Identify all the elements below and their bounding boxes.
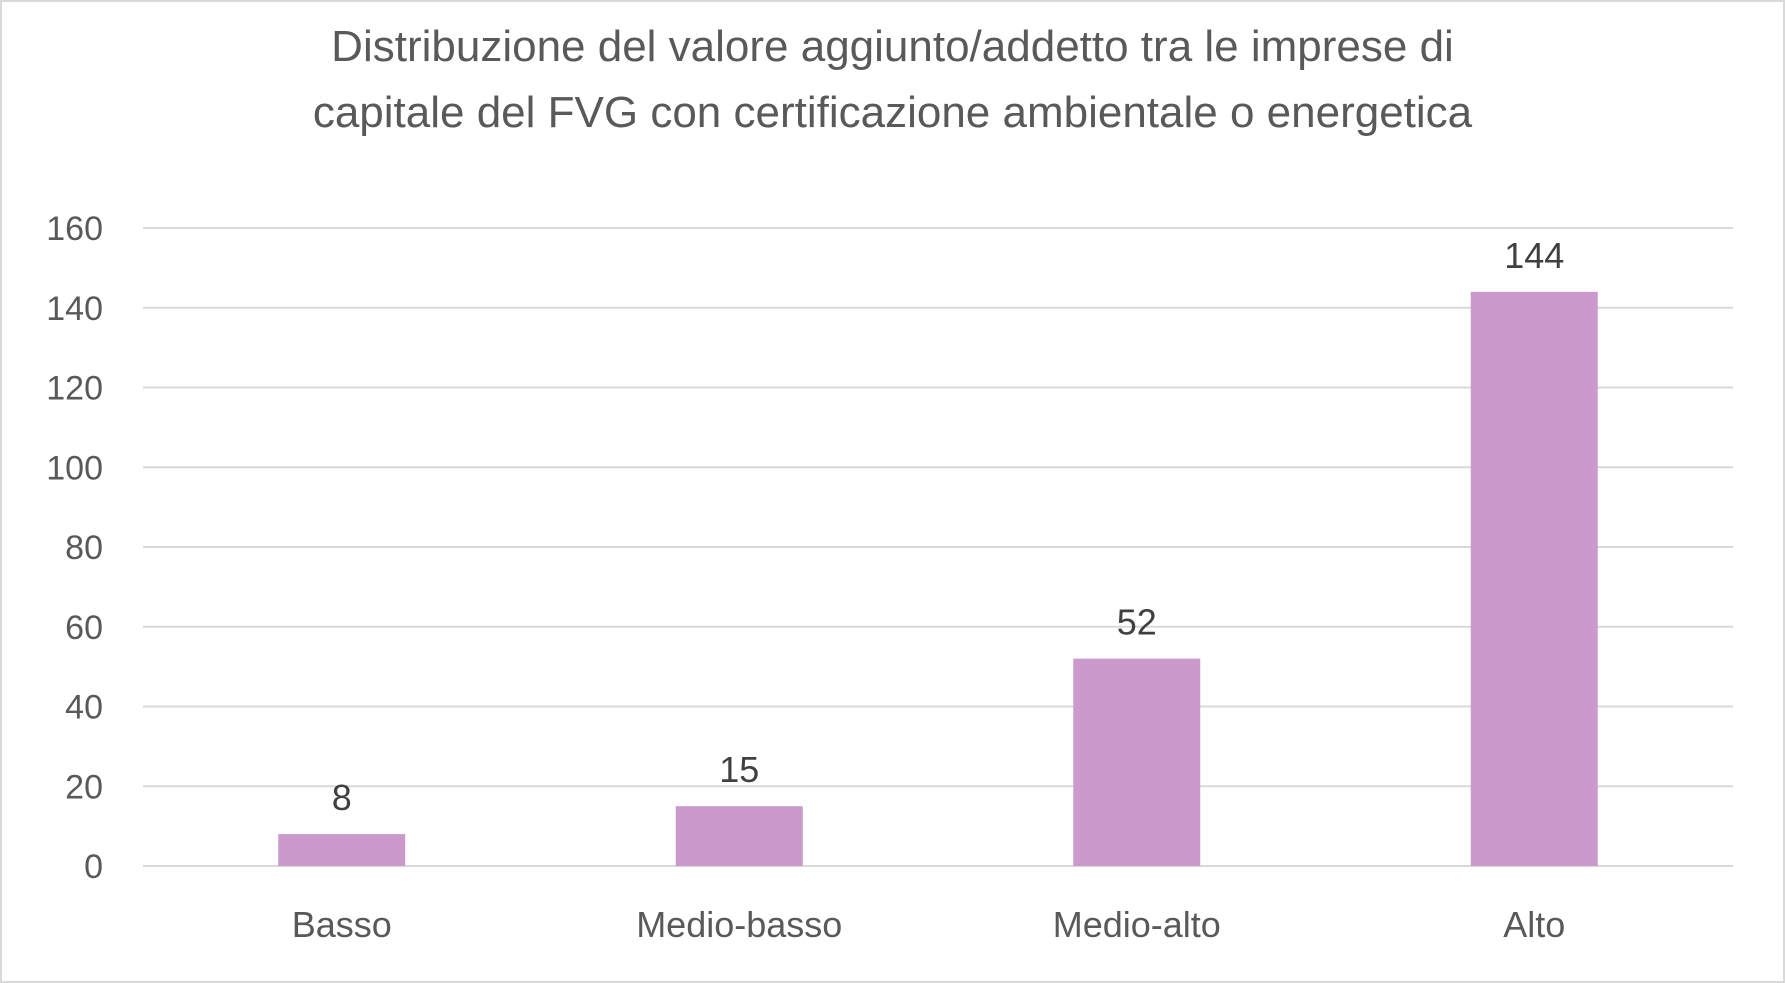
y-tick-label: 140 (46, 290, 103, 328)
data-label: 52 (1117, 602, 1157, 643)
data-label: 144 (1504, 235, 1564, 276)
y-tick-label: 120 (46, 370, 103, 408)
y-tick-label: 80 (65, 529, 103, 567)
y-tick-label: 160 (46, 210, 103, 248)
bar-basso (278, 834, 406, 866)
y-tick-label: 60 (65, 609, 103, 647)
data-label: 15 (719, 749, 759, 790)
x-category-label: Medio-alto (1053, 904, 1221, 945)
y-tick-label: 40 (65, 689, 103, 727)
x-category-label: Medio-basso (636, 904, 842, 945)
bar-medio-alto (1073, 658, 1201, 866)
data-label: 8 (332, 777, 352, 818)
y-tick-label: 0 (84, 848, 103, 886)
x-category-label: Alto (1503, 904, 1565, 945)
chart-title-line-2: capitale del FVG con certificazione ambi… (312, 88, 1473, 137)
y-tick-label: 100 (46, 449, 103, 487)
y-tick-label: 20 (65, 768, 103, 806)
chart-title: Distribuzione del valore aggiunto/addett… (0, 14, 1785, 146)
bar-alto (1470, 291, 1598, 866)
chart-title-line-1: Distribuzione del valore aggiunto/addett… (331, 22, 1454, 71)
x-category-label: Basso (292, 904, 392, 945)
bar-medio-basso (675, 806, 803, 866)
